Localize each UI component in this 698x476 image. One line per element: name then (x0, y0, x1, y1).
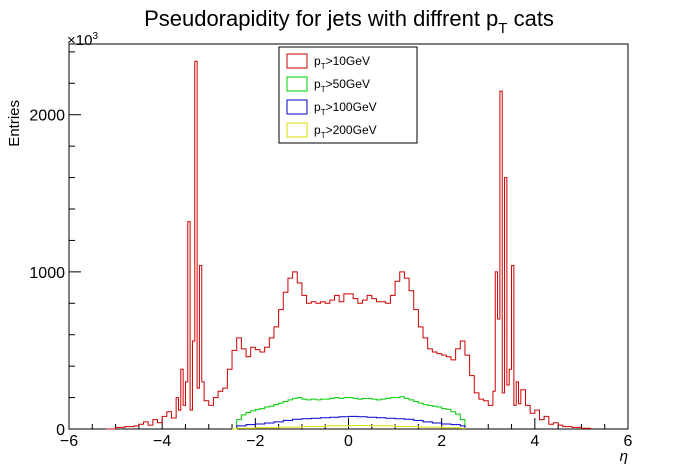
title-main: Pseudorapidity for jets with diffrent p (144, 6, 498, 31)
axis-ticks: −6 −4 −2 0 2 4 6 0 1000 2000 (29, 51, 633, 450)
x-tick-label: 0 (344, 433, 353, 450)
legend-label: pT>200GeV (314, 123, 377, 140)
y-tick-label: 2000 (29, 108, 65, 125)
legend-swatch (286, 122, 308, 138)
legend-items: pT>10GeV pT>50GeV pT>100GeV pT>200GeV (286, 53, 377, 140)
series-line-pt50gev (232, 396, 466, 430)
y-multiplier-exponent: 3 (92, 31, 98, 42)
x-tick-label: −2 (246, 433, 264, 450)
x-tick-label: 6 (624, 433, 633, 450)
legend-label: pT>50GeV (314, 77, 370, 94)
title-subscript: T (498, 20, 507, 37)
data-series (106, 60, 592, 430)
series-line-pt200gev (232, 425, 466, 430)
legend-swatch (286, 76, 308, 92)
x-tick-label: 4 (530, 433, 539, 450)
legend-label: pT>100GeV (314, 100, 377, 117)
legend-label: pT>10GeV (314, 54, 370, 71)
legend-box (278, 46, 418, 144)
y-axis-multiplier: ×103 (67, 31, 98, 49)
x-tick-label: 2 (437, 433, 446, 450)
legend-swatch (286, 53, 308, 69)
x-tick-label: −6 (60, 433, 78, 450)
x-axis-label: η (620, 448, 628, 465)
y-tick-label: 0 (56, 422, 65, 439)
series-line-pt10gev (106, 60, 592, 430)
series-line-pt100gev (232, 415, 466, 430)
legend-swatch (286, 99, 308, 115)
y-multiplier-base: ×10 (67, 32, 92, 49)
title-suffix: cats (507, 6, 553, 31)
y-axis-label: Entries (6, 100, 23, 147)
x-tick-label: −4 (153, 433, 171, 450)
y-tick-label: 1000 (29, 265, 65, 282)
chart-title: Pseudorapidity for jets with diffrent pT… (144, 6, 554, 37)
legend: pT>10GeV pT>50GeV pT>100GeV pT>200GeV (278, 46, 418, 144)
